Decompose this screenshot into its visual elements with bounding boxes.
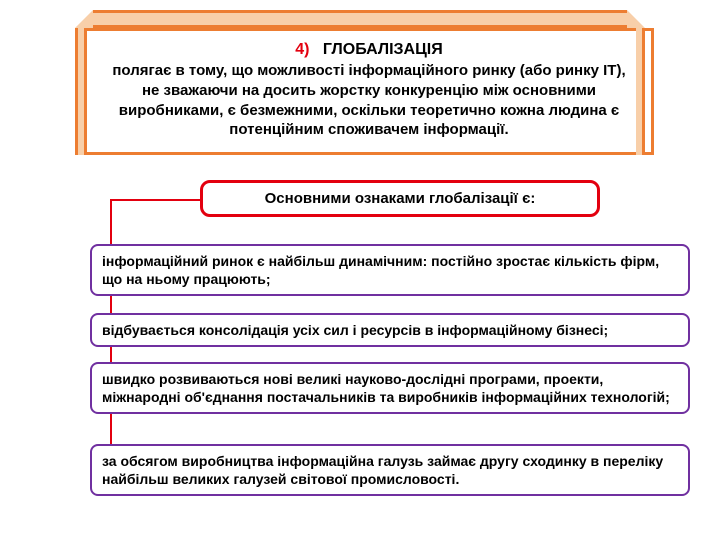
connector-segment bbox=[110, 199, 200, 201]
feature-item-3: швидко розвиваються нові великі науково-… bbox=[90, 362, 690, 414]
prism-front-face: 4) ГЛОБАЛІЗАЦІЯ полягає в тому, що можли… bbox=[75, 28, 645, 155]
globalization-definition-box: 4) ГЛОБАЛІЗАЦІЯ полягає в тому, що можли… bbox=[75, 10, 645, 155]
features-label-text: Основними ознаками глобалізації є: bbox=[265, 190, 536, 207]
slide-canvas: 4) ГЛОБАЛІЗАЦІЯ полягає в тому, що можли… bbox=[0, 0, 720, 540]
prism-top-face bbox=[75, 10, 645, 28]
feature-item-2: відбувається консолідація усіх сил і рес… bbox=[90, 313, 690, 347]
feature-item-1: інформаційний ринок є найбільш динамічни… bbox=[90, 244, 690, 296]
feature-item-4: за обсягом виробництва інформаційна галу… bbox=[90, 444, 690, 496]
features-label: Основними ознаками глобалізації є: bbox=[200, 180, 600, 217]
heading-title: ГЛОБАЛІЗАЦІЯ bbox=[323, 41, 443, 58]
heading-number: 4) bbox=[295, 41, 309, 58]
definition-body: полягає в тому, що можливості інформацій… bbox=[109, 61, 629, 140]
